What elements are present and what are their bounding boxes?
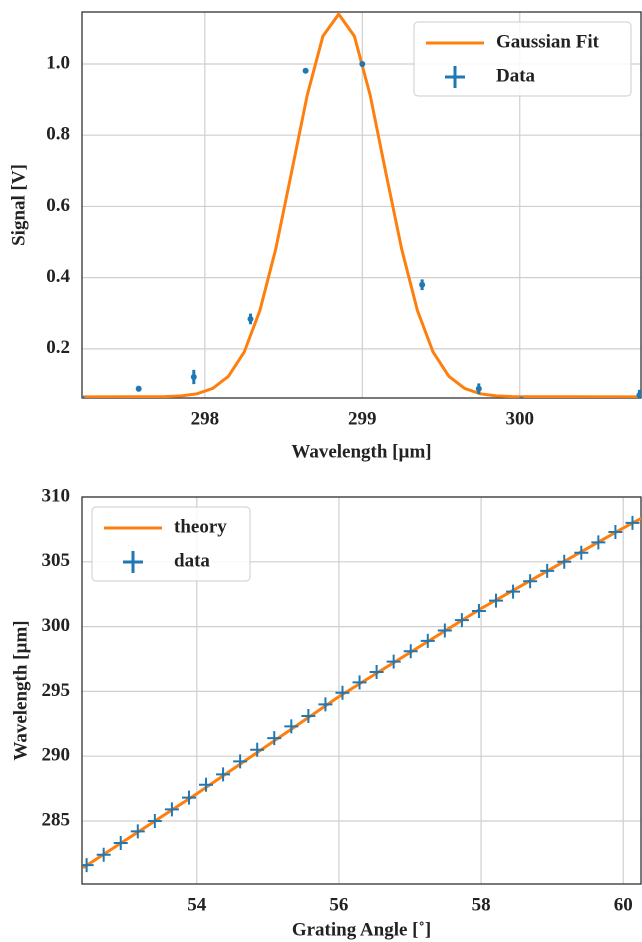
x-axis-label: Grating Angle [˚] [292, 919, 431, 940]
data-point [247, 315, 254, 322]
data-point [164, 802, 179, 817]
data-point [419, 281, 426, 288]
data-point [591, 535, 606, 550]
y-tick-label: 0.6 [46, 195, 70, 216]
data-point [403, 644, 418, 659]
y-tick-label: 285 [42, 809, 71, 830]
data-point [284, 719, 299, 734]
data-point [540, 563, 555, 578]
data-point [199, 777, 214, 792]
y-axis-label: Wavelength [µm] [10, 620, 31, 760]
data-point [574, 545, 589, 560]
x-tick-label: 60 [614, 894, 633, 915]
x-tick-label: 56 [329, 894, 348, 915]
data-point [250, 742, 265, 757]
plot-area [82, 12, 641, 398]
legend-box [413, 21, 632, 97]
legend-label: Data [496, 65, 536, 86]
data-point [437, 623, 452, 638]
y-tick-label: 0.2 [46, 337, 70, 358]
data-point [301, 709, 316, 724]
x-tick-label: 54 [187, 894, 207, 915]
data-point [359, 60, 366, 67]
y-tick-label: 290 [42, 745, 71, 766]
fit-line [82, 12, 641, 398]
data-point [96, 847, 111, 862]
data-point [190, 373, 197, 380]
y-tick-label: 310 [42, 485, 71, 506]
data-point [352, 675, 367, 690]
legend-swatch [445, 66, 465, 88]
data-point [506, 584, 521, 599]
data-point [318, 697, 333, 712]
data-point [625, 515, 640, 530]
y-tick-label: 295 [42, 680, 71, 701]
data-point [267, 731, 282, 746]
data-point [577, 397, 579, 398]
data-point [420, 633, 435, 648]
y-tick-label: 300 [42, 615, 71, 636]
data-point [147, 814, 162, 829]
data-point [475, 385, 482, 392]
y-axis-label: Signal [V] [8, 164, 29, 246]
data-point [608, 524, 623, 539]
legend-label: theory [174, 516, 227, 537]
legend-swatch [123, 551, 143, 573]
data-point [130, 824, 145, 839]
y-tick-label: 0.8 [46, 124, 70, 145]
y-tick-label: 1.0 [46, 52, 70, 73]
data-point [489, 593, 504, 608]
data-point [523, 574, 538, 589]
data-point [636, 392, 641, 398]
data-point [181, 790, 196, 805]
data-point [82, 395, 85, 398]
legend-label: data [174, 550, 210, 571]
data-point [386, 654, 401, 669]
y-tick-label: 0.4 [46, 266, 70, 287]
y-tick-label: 305 [42, 550, 71, 571]
x-tick-label: 58 [472, 894, 491, 915]
axes-frame [81, 11, 642, 399]
data-point [369, 664, 384, 679]
data-point [233, 754, 248, 769]
x-axis-label: Wavelength [µm] [291, 441, 431, 462]
data-point [335, 685, 350, 700]
legend-label: Gaussian Fit [496, 31, 600, 52]
data-point [518, 396, 524, 398]
data-point [216, 767, 231, 782]
x-tick-label: 298 [191, 408, 220, 429]
axes-frame [81, 496, 642, 885]
data-point [135, 385, 142, 392]
data-point [113, 836, 128, 851]
data-point [471, 604, 486, 619]
x-tick-label: 300 [506, 408, 535, 429]
plot-area [82, 515, 641, 873]
data-point [454, 613, 469, 628]
x-tick-label: 299 [348, 408, 377, 429]
data-point [302, 67, 309, 74]
data-point [82, 858, 94, 873]
data-point [557, 554, 572, 569]
